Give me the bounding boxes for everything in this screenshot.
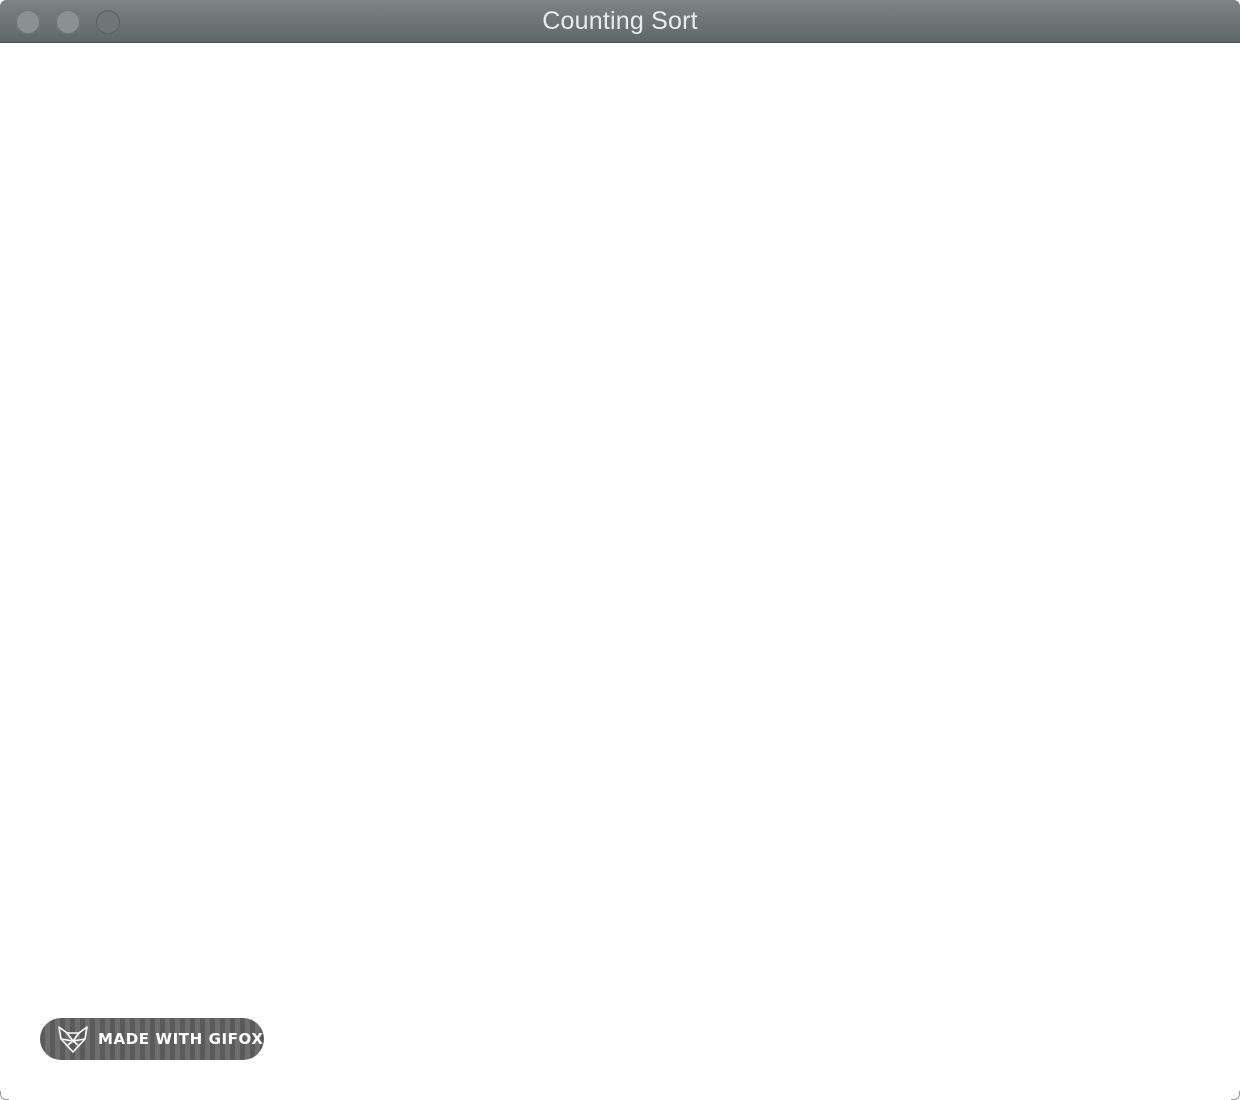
close-window-button[interactable] (16, 10, 40, 34)
zoom-window-button[interactable] (96, 10, 120, 34)
watermark-text: MADE WITH GIFOX (98, 1030, 264, 1048)
gifox-watermark: MADE WITH GIFOX (40, 1018, 264, 1060)
fox-icon (56, 1024, 90, 1054)
window-title: Counting Sort (542, 7, 698, 35)
window-titlebar[interactable]: Counting Sort (0, 0, 1240, 43)
window-corner-left (0, 1091, 9, 1100)
canvas-area (0, 43, 1240, 1100)
minimize-window-button[interactable] (56, 10, 80, 34)
